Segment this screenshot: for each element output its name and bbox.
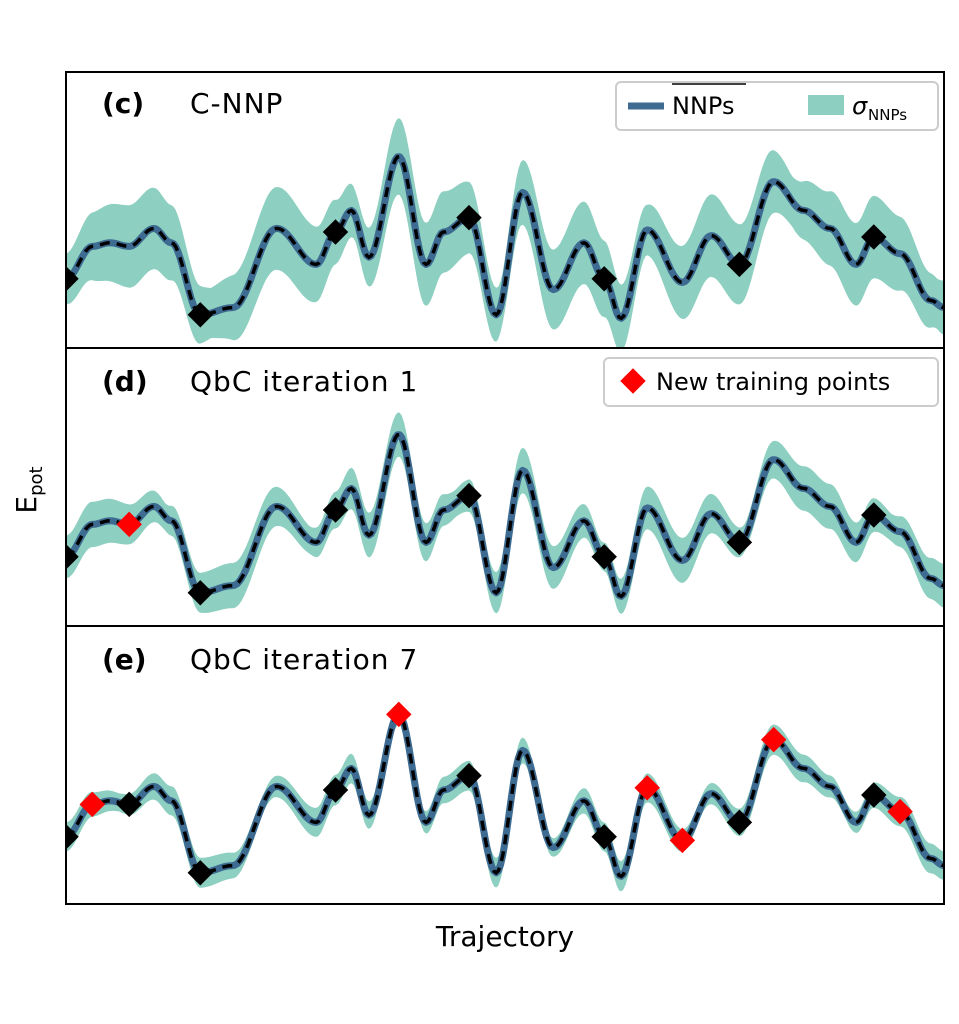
existing-training-point	[591, 266, 617, 292]
panel-frame	[65, 625, 945, 905]
existing-training-point	[322, 497, 349, 523]
training-points	[66, 482, 887, 606]
y-axis-label-sub: pot	[26, 466, 47, 496]
training-points	[66, 204, 887, 328]
new-training-point	[760, 726, 787, 753]
existing-training-point	[187, 580, 214, 606]
panel-e: (e) QbC iteration 7	[65, 625, 945, 905]
existing-training-point	[456, 482, 482, 509]
legend-band-swatch	[808, 95, 844, 115]
existing-training-point	[861, 782, 887, 808]
existing-training-point	[456, 204, 482, 231]
panel-tag: (e)	[102, 643, 147, 676]
legend-band-sub: NNPs	[868, 106, 907, 124]
existing-training-point	[726, 809, 753, 836]
existing-training-point	[591, 824, 617, 850]
existing-training-point	[861, 224, 887, 250]
legend-points-label: New training points	[656, 368, 890, 396]
panel-title: QbC iteration 7	[190, 643, 418, 676]
legend: New training points	[603, 357, 939, 407]
existing-training-point	[66, 824, 79, 850]
new-training-point	[386, 701, 412, 728]
x-axis-label: Trajectory	[435, 920, 574, 953]
existing-training-point	[861, 502, 887, 528]
panel-tag: (c)	[102, 87, 144, 120]
existing-training-point	[66, 544, 79, 570]
new-training-point	[887, 798, 913, 825]
existing-training-point	[322, 777, 349, 803]
y-axis-label: Epot	[10, 466, 47, 513]
existing-training-point	[591, 544, 617, 570]
existing-training-point	[187, 860, 214, 886]
legend-new-point-marker	[620, 368, 646, 394]
panel-tag: (d)	[102, 365, 148, 398]
reference-line	[66, 712, 944, 879]
y-axis-label-main: E	[10, 496, 43, 514]
existing-training-point	[187, 302, 214, 328]
legend-frame	[615, 81, 939, 131]
training-points	[66, 701, 913, 886]
legend-band-label: σ	[852, 92, 868, 120]
svg-text:Epot: Epot	[10, 466, 47, 513]
panel-title: QbC iteration 1	[190, 365, 418, 398]
new-training-point	[79, 791, 106, 818]
existing-training-point	[322, 219, 349, 245]
legend-line-label: NNPs	[672, 92, 734, 120]
new-training-point	[634, 775, 660, 801]
existing-training-point	[116, 791, 142, 818]
panel-d: (d) QbC iteration 1 New training points	[65, 347, 945, 627]
existing-training-point	[66, 266, 79, 292]
legend-frame	[603, 357, 939, 407]
new-training-point	[669, 827, 696, 854]
reference-line	[66, 432, 944, 599]
panel-c: (c) C-NNP NNPs σ NNPs	[65, 71, 945, 349]
new-training-point	[116, 511, 142, 538]
existing-training-point	[726, 529, 753, 556]
panel-title: C-NNP	[190, 87, 283, 120]
reference-line	[66, 154, 944, 321]
existing-training-point	[726, 251, 753, 278]
existing-training-point	[456, 762, 482, 789]
legend: NNPs σ NNPs	[615, 81, 939, 131]
